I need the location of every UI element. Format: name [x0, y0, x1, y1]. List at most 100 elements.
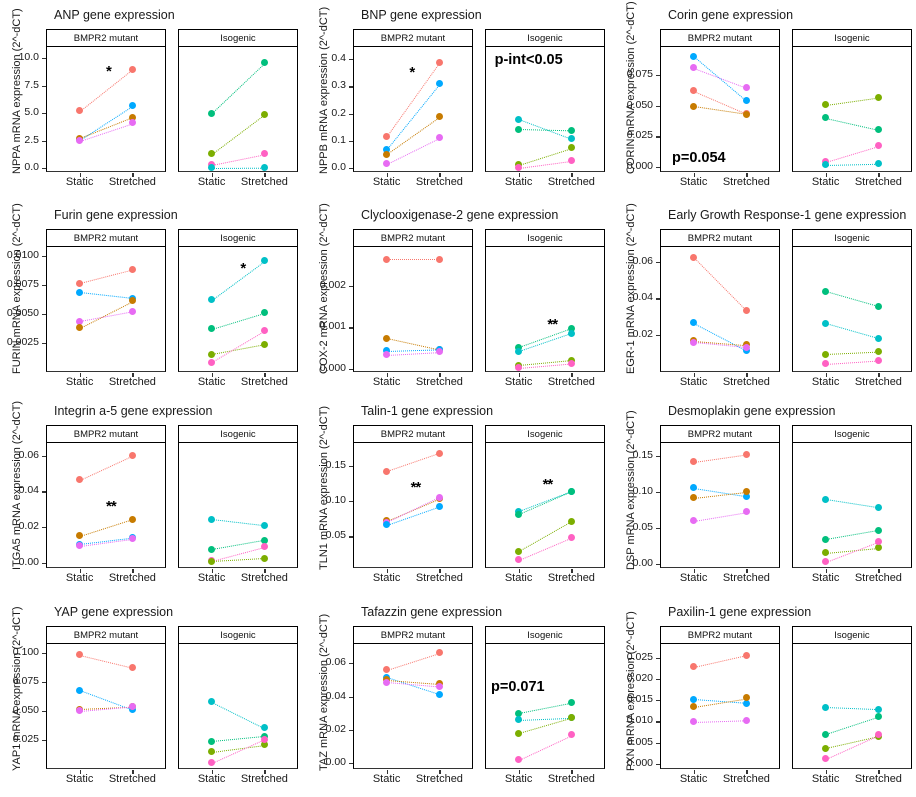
- data-point: [822, 730, 830, 738]
- facet-strip-mutant: BMPR2 mutant: [46, 425, 166, 443]
- panel-title: Early Growth Response-1 gene expression: [668, 208, 907, 222]
- data-point: [208, 358, 216, 366]
- x-tick-label: Stretched: [415, 376, 463, 388]
- data-point: [76, 651, 84, 659]
- x-tick-mark: [746, 569, 748, 573]
- y-tick-label: 0.010: [626, 714, 653, 727]
- data-point: [383, 255, 391, 263]
- data-point: [435, 649, 443, 657]
- data-point: [567, 135, 575, 143]
- data-point: [567, 324, 575, 332]
- data-point: [128, 297, 136, 305]
- y-tick-label: 0.06: [632, 254, 653, 267]
- y-tick-mark: [349, 466, 353, 468]
- facet-strip-isogenic: Isogenic: [178, 626, 298, 644]
- y-tick-mark: [349, 696, 353, 698]
- chart-panel-taz: Tafazzin gene expression TAZ mRNA express…: [307, 597, 609, 794]
- data-point: [515, 556, 523, 564]
- y-tick-mark: [42, 343, 46, 345]
- x-tick-label: Stretched: [722, 176, 770, 188]
- y-tick-label: 2.5: [24, 133, 39, 146]
- y-tick-label: 0.15: [632, 448, 653, 461]
- data-point: [567, 518, 575, 525]
- facet-plot-area: [46, 443, 166, 568]
- x-tick-label: Stretched: [547, 376, 595, 388]
- x-tick-mark: [211, 770, 213, 774]
- facet-plot-area: [353, 644, 473, 769]
- data-point: [435, 493, 443, 501]
- data-point: [567, 329, 575, 337]
- y-tick-label: 0.0025: [6, 336, 39, 349]
- x-tick-label: Stretched: [415, 176, 463, 188]
- facet-strip-isogenic: Isogenic: [485, 29, 605, 47]
- data-point: [690, 319, 698, 327]
- y-tick-mark: [656, 136, 660, 138]
- y-tick-label: 0.02: [632, 328, 653, 341]
- x-tick-label: Static: [65, 773, 94, 785]
- data-point: [128, 65, 136, 73]
- y-tick-label: 0.075: [12, 675, 39, 688]
- data-point: [208, 164, 216, 172]
- data-point: [208, 150, 216, 158]
- y-axis-label: CORIN mRNA expression (2^-dCT): [625, 1, 637, 174]
- facet-plot-area: [46, 47, 166, 172]
- data-point: [128, 535, 136, 543]
- data-point: [435, 80, 443, 88]
- facet-strip-mutant: BMPR2 mutant: [660, 29, 780, 47]
- data-point: [208, 109, 216, 117]
- facet-plot-area: [485, 247, 605, 372]
- x-tick-mark: [825, 173, 827, 177]
- y-tick-mark: [656, 298, 660, 300]
- data-point: [260, 309, 268, 317]
- facet-strip-mutant: BMPR2 mutant: [660, 229, 780, 247]
- y-tick-mark: [349, 59, 353, 61]
- x-tick-label: Stretched: [722, 572, 770, 584]
- x-tick-mark: [386, 373, 388, 377]
- y-tick-mark: [42, 562, 46, 564]
- y-tick-label: 0.02: [18, 520, 39, 533]
- facet-plot-area: [792, 247, 912, 372]
- facet-plot-area: [792, 644, 912, 769]
- chart-panel-anp: ANP gene expression NPPA mRNA expression …: [0, 0, 302, 197]
- data-point: [874, 705, 882, 713]
- data-point: [742, 306, 750, 314]
- significance-annotation: **: [106, 498, 117, 516]
- data-point: [515, 729, 523, 737]
- data-point: [874, 160, 882, 168]
- y-tick-mark: [349, 286, 353, 288]
- data-point: [742, 84, 750, 92]
- x-tick-mark: [825, 770, 827, 774]
- facet-plot-area: [660, 247, 780, 372]
- facet-strip-isogenic: Isogenic: [485, 425, 605, 443]
- x-tick-label: Static: [65, 376, 94, 388]
- x-tick-mark: [132, 173, 134, 177]
- facet-plot-area: [485, 644, 605, 769]
- data-point: [822, 755, 830, 763]
- facet-plot-area: [660, 644, 780, 769]
- y-tick-label: 0.0: [331, 160, 346, 173]
- x-tick-mark: [439, 770, 441, 774]
- significance-annotation: *: [106, 63, 112, 81]
- y-tick-label: 0.00: [632, 556, 653, 569]
- y-tick-mark: [42, 491, 46, 493]
- chart-panel-cox2: Clyclooxigenase-2 gene expression COX-2 m…: [307, 200, 609, 397]
- y-tick-mark: [349, 140, 353, 142]
- facet-strip-mutant: BMPR2 mutant: [46, 626, 166, 644]
- facet-plot-area: [660, 443, 780, 568]
- data-point: [742, 450, 750, 458]
- data-point: [383, 150, 391, 158]
- x-tick-mark: [746, 373, 748, 377]
- data-point: [874, 302, 882, 310]
- x-tick-label: Static: [65, 176, 94, 188]
- data-point: [383, 521, 391, 529]
- data-point: [128, 266, 136, 274]
- data-point: [208, 296, 216, 304]
- data-point: [260, 164, 268, 172]
- chart-panel-dsp: Desmoplakin gene expression DSP mRNA expr…: [614, 396, 916, 593]
- x-tick-label: Static: [504, 376, 533, 388]
- x-tick-mark: [518, 373, 520, 377]
- y-tick-label: 0.06: [18, 448, 39, 461]
- x-tick-mark: [878, 173, 880, 177]
- data-point: [435, 683, 443, 691]
- data-point: [567, 126, 575, 134]
